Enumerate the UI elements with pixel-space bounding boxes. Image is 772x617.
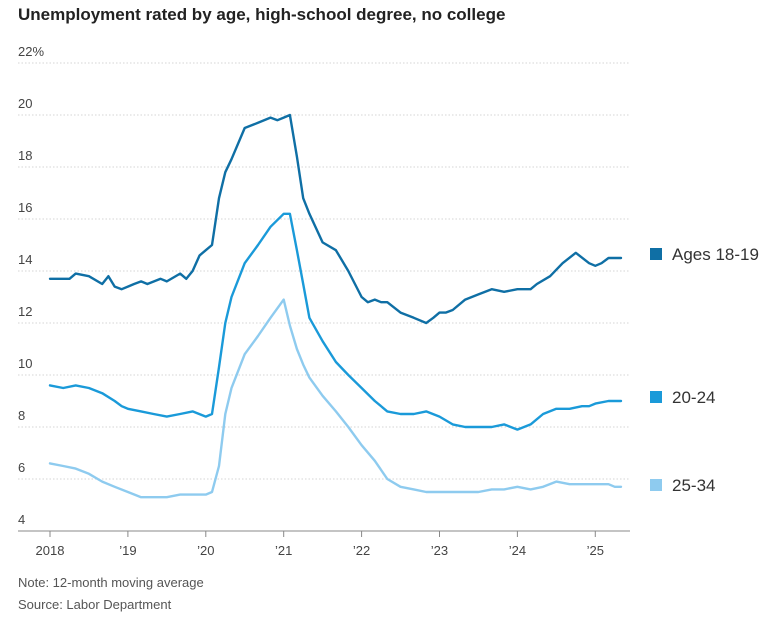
y-tick-label-2: 8 <box>18 408 25 423</box>
grid-lines <box>18 62 630 532</box>
legend-label-0: Ages 18-19 <box>672 245 759 264</box>
chart-title: Unemployment rated by age, high-school d… <box>18 5 506 24</box>
x-tick-label-3: ’21 <box>275 543 292 558</box>
x-tick-label-1: ’19 <box>119 543 136 558</box>
chart-source: Source: Labor Department <box>18 597 172 612</box>
x-tick-label-7: ’25 <box>587 543 604 558</box>
y-tick-label-6: 16 <box>18 200 32 215</box>
series-line-2 <box>48 298 623 499</box>
y-tick-label-4: 12 <box>18 304 32 319</box>
y-tick-label-7: 18 <box>18 148 32 163</box>
legend-swatch-0 <box>650 248 662 260</box>
x-tick-label-5: ’23 <box>431 543 448 558</box>
y-tick-label-9: 22% <box>18 44 44 59</box>
series-line-1 <box>48 212 623 431</box>
x-tick-label-0: 2018 <box>36 543 65 558</box>
y-tick-label-5: 14 <box>18 252 32 267</box>
legend-label-2: 25-34 <box>672 476 715 495</box>
y-tick-label-8: 20 <box>18 96 32 111</box>
legend-label-1: 20-24 <box>672 388 715 407</box>
legend: Ages 18-19 20-24 25-34 <box>650 245 759 495</box>
chart-note: Note: 12-month moving average <box>18 575 204 590</box>
legend-swatch-1 <box>650 391 662 403</box>
series-line-0 <box>48 113 623 325</box>
y-tick-label-3: 10 <box>18 356 32 371</box>
x-tick-label-4: ’22 <box>353 543 370 558</box>
y-axis-ticks: 4 6 8 10 12 14 16 18 20 22% <box>18 44 44 527</box>
x-tick-label-6: ’24 <box>509 543 526 558</box>
y-tick-label-0: 4 <box>18 512 25 527</box>
y-tick-label-1: 6 <box>18 460 25 475</box>
x-tick-label-2: ’20 <box>197 543 214 558</box>
x-axis-ticks: 2018 ’19 ’20 ’21 ’22 ’23 ’24 ’25 <box>36 531 604 558</box>
series-lines <box>48 113 623 499</box>
legend-swatch-2 <box>650 479 662 491</box>
